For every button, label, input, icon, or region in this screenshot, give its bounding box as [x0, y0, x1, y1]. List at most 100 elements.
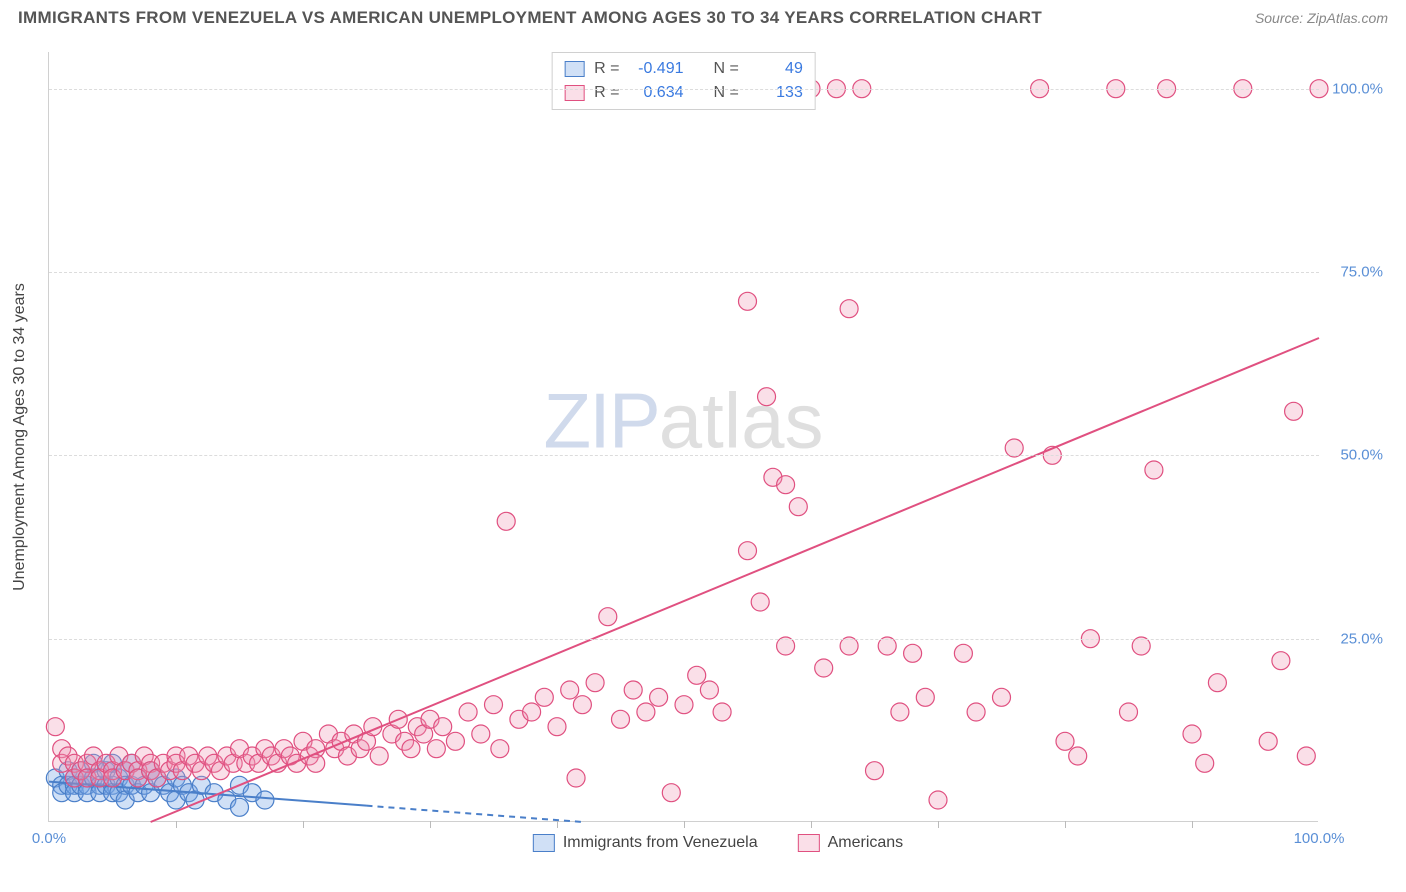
scatter-point	[523, 703, 541, 721]
scatter-point	[535, 688, 553, 706]
scatter-point	[599, 608, 617, 626]
trend-line	[151, 338, 1319, 822]
scatter-point	[815, 659, 833, 677]
x-tick-mark	[1192, 821, 1193, 828]
scatter-point	[866, 762, 884, 780]
y-tick-label: 50.0%	[1340, 447, 1383, 464]
r-label: R =	[594, 81, 619, 105]
y-tick-label: 100.0%	[1332, 80, 1383, 97]
source-label: Source: ZipAtlas.com	[1255, 10, 1388, 26]
scatter-point	[662, 784, 680, 802]
x-tick-mark	[430, 821, 431, 828]
scatter-chart: Unemployment Among Ages 30 to 34 years Z…	[48, 52, 1388, 822]
scatter-point	[1196, 754, 1214, 772]
scatter-point	[1056, 732, 1074, 750]
scatter-point	[1005, 439, 1023, 457]
scatter-point	[567, 769, 585, 787]
scatter-point	[1120, 703, 1138, 721]
series1-n-value: 49	[749, 57, 803, 81]
grid-line-h	[49, 455, 1319, 456]
scatter-point	[713, 703, 731, 721]
scatter-point	[840, 637, 858, 655]
scatter-point	[256, 791, 274, 809]
n-label: N =	[714, 57, 739, 81]
scatter-point	[916, 688, 934, 706]
chart-title: IMMIGRANTS FROM VENEZUELA VS AMERICAN UN…	[18, 8, 1042, 28]
scatter-point	[777, 637, 795, 655]
scatter-point	[1183, 725, 1201, 743]
scatter-point	[586, 674, 604, 692]
scatter-point	[688, 666, 706, 684]
chart-svg	[49, 52, 1319, 822]
legend-item-series2: Americans	[798, 834, 904, 852]
x-tick-mark	[557, 821, 558, 828]
scatter-point	[446, 732, 464, 750]
r-label: R =	[594, 57, 619, 81]
x-tick-label: 100.0%	[1294, 830, 1345, 847]
series2-legend-swatch	[798, 834, 820, 852]
scatter-point	[370, 747, 388, 765]
scatter-point	[700, 681, 718, 699]
scatter-point	[427, 740, 445, 758]
scatter-point	[777, 476, 795, 494]
scatter-point	[967, 703, 985, 721]
stats-row-series1: R = -0.491 N = 49	[564, 57, 803, 81]
series1-swatch	[564, 61, 584, 77]
grid-line-h	[49, 89, 1319, 90]
scatter-point	[929, 791, 947, 809]
scatter-point	[46, 718, 64, 736]
x-tick-mark	[938, 821, 939, 828]
scatter-point	[472, 725, 490, 743]
scatter-point	[491, 740, 509, 758]
series2-legend-label: Americans	[828, 834, 904, 852]
scatter-point	[1272, 652, 1290, 670]
scatter-point	[612, 710, 630, 728]
x-tick-mark	[303, 821, 304, 828]
scatter-point	[739, 542, 757, 560]
scatter-point	[548, 718, 566, 736]
scatter-point	[624, 681, 642, 699]
scatter-point	[650, 688, 668, 706]
x-tick-label: 0.0%	[32, 830, 66, 847]
scatter-point	[878, 637, 896, 655]
grid-line-h	[49, 639, 1319, 640]
trend-line-dashed	[367, 806, 583, 822]
scatter-point	[751, 593, 769, 611]
y-axis-label: Unemployment Among Ages 30 to 34 years	[11, 283, 29, 591]
scatter-point	[637, 703, 655, 721]
scatter-point	[675, 696, 693, 714]
series1-r-value: -0.491	[630, 57, 684, 81]
stats-row-series2: R = 0.634 N = 133	[564, 81, 803, 105]
y-tick-label: 25.0%	[1340, 630, 1383, 647]
scatter-point	[573, 696, 591, 714]
scatter-point	[954, 644, 972, 662]
plot-area: ZIPatlas R = -0.491 N = 49 R = 0.634 N =…	[48, 52, 1318, 822]
scatter-point	[789, 498, 807, 516]
x-tick-mark	[1065, 821, 1066, 828]
legend-item-series1: Immigrants from Venezuela	[533, 834, 758, 852]
scatter-point	[402, 740, 420, 758]
x-tick-mark	[176, 821, 177, 828]
scatter-point	[739, 292, 757, 310]
n-label: N =	[714, 81, 739, 105]
scatter-point	[840, 300, 858, 318]
scatter-point	[434, 718, 452, 736]
series1-legend-label: Immigrants from Venezuela	[563, 834, 758, 852]
scatter-point	[231, 798, 249, 816]
scatter-point	[1132, 637, 1150, 655]
x-tick-mark	[811, 821, 812, 828]
scatter-point	[1285, 402, 1303, 420]
scatter-point	[1259, 732, 1277, 750]
scatter-point	[1297, 747, 1315, 765]
series1-legend-swatch	[533, 834, 555, 852]
scatter-point	[561, 681, 579, 699]
x-tick-mark	[684, 821, 685, 828]
title-bar: IMMIGRANTS FROM VENEZUELA VS AMERICAN UN…	[0, 0, 1406, 32]
series2-n-value: 133	[749, 81, 803, 105]
scatter-point	[891, 703, 909, 721]
scatter-point	[758, 388, 776, 406]
scatter-point	[1208, 674, 1226, 692]
scatter-point	[904, 644, 922, 662]
grid-line-h	[49, 272, 1319, 273]
scatter-point	[993, 688, 1011, 706]
